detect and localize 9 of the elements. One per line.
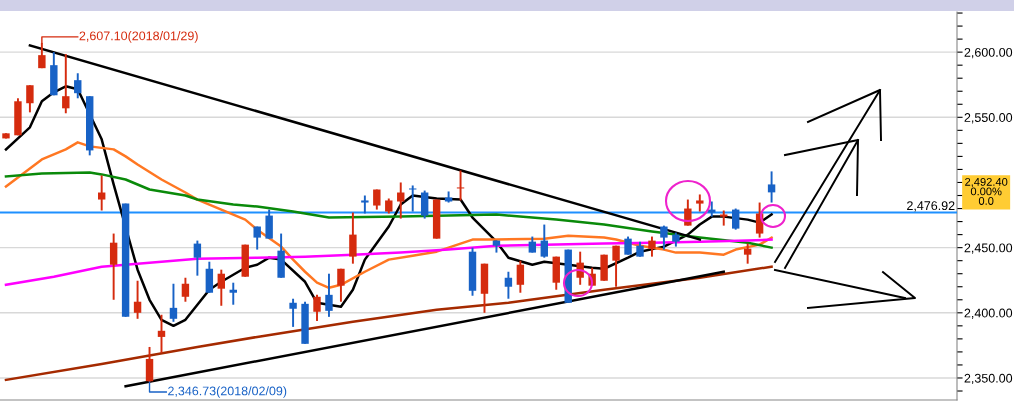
text: 2,492.40 0.00% 0.0 [965,177,1008,205]
y-tick-label: 2,350.00 [964,373,1013,385]
y-tick-label: 2,450.00 [964,243,1013,254]
y-tick-label: 2,600.00 [964,47,1013,59]
annotation: 2,346.73(2018/02/09) [168,386,287,398]
y-tick-label: 2,550.00 [964,113,1013,124]
ref-line-label: 2,476.92 [907,201,955,212]
annotation: 2,607.10(2018/01/29) [79,31,198,43]
y-tick-label: 2,400.00 [964,308,1013,319]
